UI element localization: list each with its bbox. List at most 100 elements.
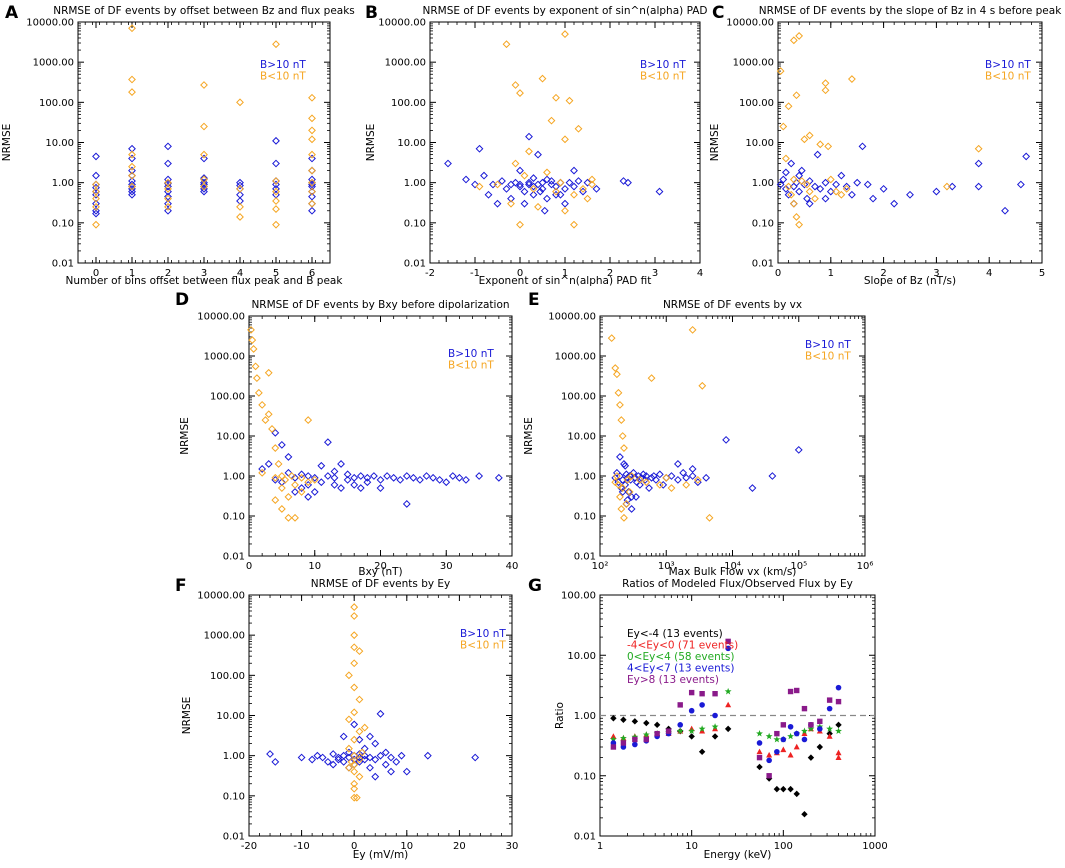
data-point: [511, 178, 520, 187]
data-point: [655, 470, 664, 479]
legend-entry: B>10 nT: [460, 628, 506, 640]
data-point: [787, 732, 795, 740]
data-point: [277, 440, 286, 449]
series-blue: [258, 428, 503, 508]
data-point: [794, 687, 800, 694]
panel-b: B NRMSE of DF events by exponent of sin^n…: [365, 3, 708, 287]
data-point: [782, 168, 790, 177]
data-point: [837, 171, 846, 180]
data-point: [297, 484, 306, 492]
x-tick-label: -2: [425, 268, 435, 279]
data-point: [773, 735, 781, 743]
data-point: [356, 472, 365, 480]
legend: Ey<-4 (13 events)-4<Ey<0 (71 events)0<Ey…: [627, 628, 738, 686]
data-point: [592, 184, 601, 193]
data-point: [674, 475, 682, 484]
y-tick-label: 10000.00: [197, 312, 245, 323]
data-point: [688, 733, 695, 740]
y-tick-label: 10000.00: [726, 18, 774, 29]
data-point: [826, 175, 835, 184]
data-point: [128, 24, 136, 33]
y-tick-label: 10.00: [216, 711, 245, 722]
data-point: [635, 475, 644, 484]
data-point: [297, 473, 306, 482]
data-point: [429, 473, 438, 482]
data-point: [310, 473, 319, 482]
data-point: [800, 135, 809, 144]
y-tick-label: 10.00: [397, 138, 426, 149]
data-point: [725, 645, 731, 652]
x-axis-label: Slope of Bz (nT/s): [864, 275, 956, 287]
data-point: [688, 707, 695, 714]
data-point: [795, 220, 804, 229]
y-tick-label: 100.00: [210, 671, 245, 682]
data-point: [284, 493, 293, 501]
x-tick-label: 10⁵: [790, 561, 807, 572]
data-point: [801, 736, 808, 743]
data-point: [574, 124, 583, 133]
data-point: [789, 199, 798, 208]
data-point: [291, 488, 299, 496]
y-tick-label: 100.00: [39, 98, 74, 109]
data-point: [356, 484, 365, 492]
data-point: [565, 178, 574, 187]
x-tick-label: 10: [308, 561, 321, 572]
data-point: [381, 748, 390, 757]
data-point: [371, 772, 380, 781]
data-point: [350, 779, 359, 788]
data-point: [164, 206, 172, 215]
chart-title: NRMSE of DF events by Bxy before dipolar…: [251, 299, 509, 311]
data-point: [698, 381, 707, 390]
data-point: [308, 206, 316, 215]
y-tick-label: 0.10: [52, 218, 74, 229]
data-point: [329, 760, 338, 769]
data-point: [502, 184, 511, 193]
data-point: [816, 140, 825, 149]
data-point: [943, 182, 951, 191]
data-point: [724, 687, 732, 695]
data-point: [842, 184, 851, 193]
data-point: [574, 177, 583, 185]
panel-letter: A: [5, 3, 19, 23]
data-point: [471, 753, 480, 762]
data-point: [835, 698, 842, 705]
data-point: [821, 178, 830, 187]
data-point: [308, 126, 316, 135]
data-point: [422, 472, 431, 480]
x-tick-label: 10³: [658, 561, 675, 572]
legend-entry: B<10 nT: [805, 351, 851, 363]
series-blue: [611, 435, 803, 513]
data-point: [792, 91, 801, 100]
data-point: [366, 732, 374, 741]
legend: B>10 nTB<10 nT: [985, 59, 1031, 83]
data-point: [674, 460, 682, 468]
data-point: [974, 159, 983, 168]
data-point: [712, 712, 718, 719]
data-point: [236, 184, 244, 193]
data-point: [343, 470, 352, 479]
data-point: [780, 746, 787, 753]
data-point: [613, 370, 621, 379]
data-point: [756, 763, 763, 771]
data-point: [547, 116, 556, 125]
data-point: [128, 162, 136, 171]
data-point: [620, 513, 628, 522]
data-point: [128, 182, 136, 191]
data-point: [529, 174, 538, 182]
data-point: [383, 472, 391, 480]
data-point: [588, 175, 596, 184]
data-point: [620, 716, 627, 723]
data-point: [271, 496, 280, 504]
data-point: [848, 75, 856, 83]
data-point: [698, 725, 706, 732]
data-point: [536, 187, 545, 196]
data-point: [308, 182, 316, 191]
data-point: [396, 475, 405, 484]
series-blue: [444, 132, 664, 215]
data-point: [816, 184, 825, 193]
data-point: [821, 79, 830, 88]
data-point: [688, 325, 697, 334]
data-point: [784, 190, 793, 199]
data-point: [339, 757, 348, 766]
data-point: [610, 715, 617, 722]
